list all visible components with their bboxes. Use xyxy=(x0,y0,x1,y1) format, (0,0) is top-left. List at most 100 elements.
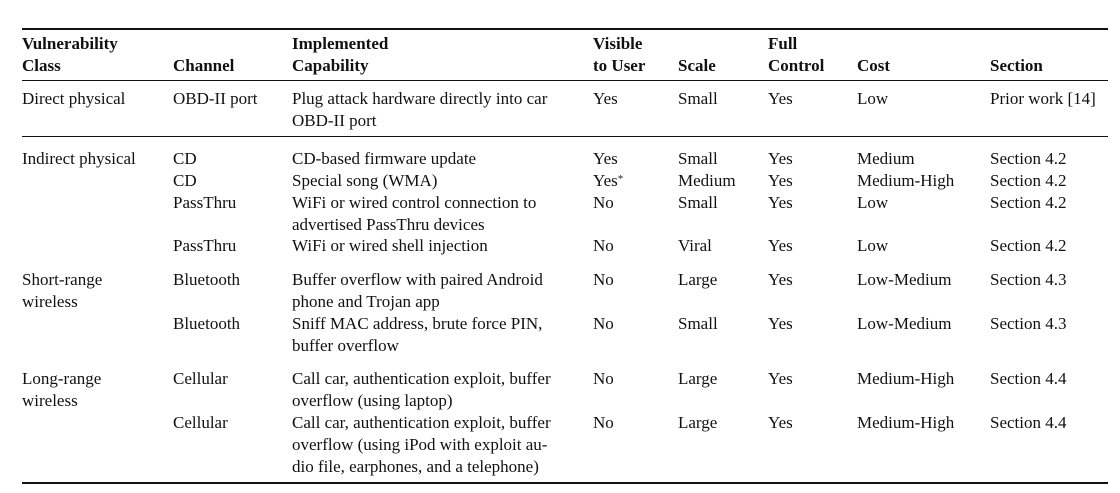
full-control-cell: Yes xyxy=(768,193,793,212)
class-line: Short-range xyxy=(22,270,103,289)
scale-cell: Viral xyxy=(678,236,712,255)
full-control-cell: Yes xyxy=(768,89,793,108)
capability-line: Buffer overflow with paired Android xyxy=(292,270,543,289)
channel-cell: Bluetooth xyxy=(173,314,241,333)
capability-cell: Plug attack hardware directly into car O… xyxy=(292,88,547,132)
section-cell: Section 4.4 xyxy=(990,369,1067,388)
capability-line: Call car, authentication exploit, buffer xyxy=(292,413,551,432)
header-section: Section xyxy=(990,56,1043,75)
visible-value: Yes xyxy=(593,171,618,190)
cost-cell: Low xyxy=(857,193,889,212)
cost-cell: Low-Medium xyxy=(857,270,952,289)
header-vulnerability-class: Vulnerability Class xyxy=(22,33,118,77)
channel-cell: PassThru xyxy=(173,236,237,255)
visible-value: No xyxy=(593,369,614,388)
visible-value: No xyxy=(593,193,614,212)
section-cell: Section 4.4 xyxy=(990,413,1067,432)
channel-cell: Cellular xyxy=(173,413,228,432)
capability-line: Call car, authentication exploit, buffer xyxy=(292,369,551,388)
capability-line: Plug attack hardware directly into car xyxy=(292,89,548,108)
full-control-cell: Yes xyxy=(768,369,793,388)
header-scale: Scale xyxy=(678,56,716,75)
capability-line: advertised PassThru devices xyxy=(292,215,485,234)
cost-cell: Low xyxy=(857,89,889,108)
channel-cell: OBD-II port xyxy=(173,89,258,108)
header-visible-to-user: Visible to User xyxy=(593,33,645,77)
cost-cell: Low-Medium xyxy=(857,314,952,333)
header-rule xyxy=(22,80,1108,81)
scale-cell: Large xyxy=(678,270,718,289)
cost-cell: Medium-High xyxy=(857,369,955,388)
section-cell: Section 4.3 xyxy=(990,270,1067,289)
full-control-cell: Yes xyxy=(768,270,793,289)
cost-cell: Low xyxy=(857,236,889,255)
capability-line: Special song (WMA) xyxy=(292,171,438,190)
scale-cell: Large xyxy=(678,413,718,432)
visible-value: No xyxy=(593,314,614,333)
capability-line: CD-based firmware update xyxy=(292,149,477,168)
visible-value: No xyxy=(593,270,614,289)
capability-cell: Call car, authentication exploit, buffer… xyxy=(292,412,551,478)
capability-line: OBD-II port xyxy=(292,111,377,130)
channel-cell: PassThru xyxy=(173,193,237,212)
capability-cell: Call car, authentication exploit, buffer… xyxy=(292,368,551,412)
header-text: Vulnerability xyxy=(22,34,118,53)
scale-cell: Large xyxy=(678,369,718,388)
channel-cell: Cellular xyxy=(173,369,228,388)
capability-line: overflow (using iPod with exploit au- xyxy=(292,435,548,454)
class-line: wireless xyxy=(22,292,78,311)
channel-cell: Bluetooth xyxy=(173,270,241,289)
group-rule xyxy=(22,136,1108,137)
scale-cell: Medium xyxy=(678,171,736,190)
full-control-cell: Yes xyxy=(768,171,793,190)
class-line: wireless xyxy=(22,391,78,410)
header-full-control: Full Control xyxy=(768,33,824,77)
section-cell: Section 4.2 xyxy=(990,171,1067,190)
header-text: Visible xyxy=(593,34,643,53)
full-control-cell: Yes xyxy=(768,149,793,168)
header-text: Full xyxy=(768,34,798,53)
header-channel: Channel xyxy=(173,56,235,75)
visible-cell: No xyxy=(593,412,614,434)
class-long-range-wireless: Long-range wireless xyxy=(22,368,101,412)
visible-cell: No xyxy=(593,192,614,214)
capability-line: WiFi or wired control connection to xyxy=(292,193,537,212)
capability-cell: CD-based firmware update xyxy=(292,148,476,170)
scale-cell: Small xyxy=(678,89,718,108)
visible-value: No xyxy=(593,413,614,432)
capability-cell: Buffer overflow with paired Android phon… xyxy=(292,269,543,313)
capability-line: buffer overflow xyxy=(292,336,399,355)
section-cell: Section 4.2 xyxy=(990,193,1067,212)
footnote-mark: * xyxy=(617,173,624,185)
class-direct-physical: Direct physical xyxy=(22,89,126,108)
capability-line: overflow (using laptop) xyxy=(292,391,453,410)
capability-line: phone and Trojan app xyxy=(292,292,440,311)
visible-value: Yes xyxy=(593,89,618,108)
capability-line: WiFi or wired shell injection xyxy=(292,236,488,255)
visible-cell: No xyxy=(593,368,614,390)
capability-line: Sniff MAC address, brute force PIN, xyxy=(292,314,543,333)
full-control-cell: Yes xyxy=(768,314,793,333)
capability-cell: WiFi or wired shell injection xyxy=(292,235,488,257)
capability-line: dio file, earphones, and a telephone) xyxy=(292,457,539,476)
header-cost: Cost xyxy=(857,56,891,75)
visible-cell: Yes xyxy=(593,88,618,110)
top-rule xyxy=(22,28,1108,30)
capability-cell: Special song (WMA) xyxy=(292,170,437,192)
section-cell: Section 4.2 xyxy=(990,149,1067,168)
section-cell: Section 4.3 xyxy=(990,314,1067,333)
class-short-range-wireless: Short-range wireless xyxy=(22,269,102,313)
visible-value: Yes xyxy=(593,149,618,168)
visible-cell: No xyxy=(593,269,614,291)
cost-cell: Medium xyxy=(857,149,915,168)
class-indirect-physical: Indirect physical xyxy=(22,149,136,168)
scale-cell: Small xyxy=(678,193,718,212)
header-text: Class xyxy=(22,56,61,75)
scale-cell: Small xyxy=(678,314,718,333)
header-text: Control xyxy=(768,56,825,75)
header-text: Capability xyxy=(292,56,369,75)
scale-cell: Small xyxy=(678,149,718,168)
full-control-cell: Yes xyxy=(768,413,793,432)
bottom-rule xyxy=(22,482,1108,484)
section-cell: Section 4.2 xyxy=(990,236,1067,255)
